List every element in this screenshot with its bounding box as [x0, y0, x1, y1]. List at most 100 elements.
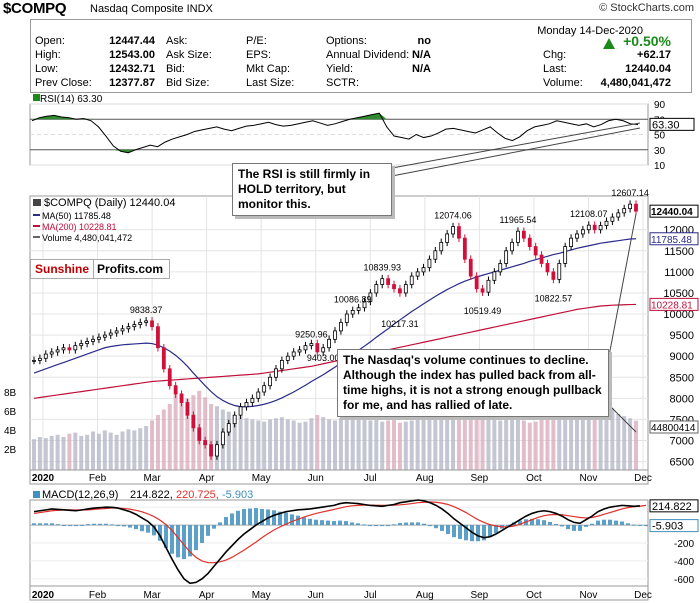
price-annotation-label: 11965.54: [500, 215, 537, 225]
volume-bar: [386, 420, 391, 470]
macd-histogram-bar: [242, 508, 246, 526]
macd-tick-label: -200: [674, 539, 694, 550]
macd-histogram-bar: [632, 524, 636, 526]
macd-histogram-bar: [446, 525, 450, 535]
price-bar-body: [203, 440, 208, 446]
quote-label: SCTR:: [326, 77, 359, 89]
volume-bar: [380, 421, 385, 470]
macd-histogram-bar: [194, 525, 198, 551]
month-axis-label-bottom: Mar: [143, 590, 161, 601]
month-axis-label-bottom: Jul: [364, 590, 377, 601]
month-axis-label-bottom: 2020: [32, 590, 55, 601]
price-bar-body: [185, 402, 190, 416]
volume-bar: [262, 421, 267, 470]
macd-histogram-bar: [38, 523, 42, 526]
month-axis-label-bottom: Dec: [634, 590, 652, 601]
price-bar-body: [67, 347, 72, 351]
macd-histogram-bar: [326, 520, 330, 526]
month-axis-label: Aug: [416, 473, 434, 484]
volume-bar: [634, 420, 638, 470]
macd-histogram-bar: [230, 513, 234, 526]
macd-histogram-bar: [86, 524, 90, 526]
price-bar-body: [521, 230, 526, 239]
price-bar-body: [616, 212, 621, 218]
price-tag: [649, 204, 699, 218]
price-bar-body: [498, 263, 503, 273]
price-bar-body: [279, 359, 284, 370]
price-bar-body: [344, 313, 349, 323]
sunshine-profits-logo: Sunshine Profits.com: [30, 259, 171, 279]
volume-bar: [397, 422, 402, 470]
volume-tick-label: 6B: [4, 407, 17, 418]
price-bar-body: [350, 310, 355, 315]
price-bar-body: [439, 241, 444, 252]
macd-histogram-bar: [488, 525, 492, 538]
price-bar-body: [563, 246, 568, 264]
macd-histogram-bar: [44, 523, 48, 526]
macd-histogram-bar: [608, 519, 612, 526]
month-axis-label: Nov: [580, 473, 598, 484]
month-axis-label: Sep: [470, 473, 488, 484]
volume-bar: [392, 419, 397, 470]
volume-bar: [486, 417, 491, 470]
price-bar-body: [321, 347, 326, 353]
price-bar-body: [333, 330, 337, 340]
rsi-legend-swatch: [33, 94, 40, 101]
volume-pointer-line: [608, 213, 637, 357]
price-bar-body: [256, 391, 261, 399]
price-bar-body: [374, 284, 379, 294]
macd-histogram-bar: [92, 523, 96, 526]
macd-histogram-bar: [170, 525, 174, 554]
price-bar-body: [545, 263, 550, 273]
price-annotation-label: 12607.14: [611, 188, 649, 198]
volume-bar: [126, 429, 131, 470]
macd-histogram-bar: [188, 525, 192, 557]
month-axis-label-bottom: Nov: [580, 590, 598, 601]
month-axis-label: Mar: [143, 473, 161, 484]
price-bar-body: [226, 423, 231, 433]
volume-bar: [150, 420, 155, 470]
macd-histogram-bar: [104, 523, 108, 526]
price-bar-body: [634, 203, 638, 212]
price-bar-body: [132, 324, 137, 328]
volume-bar: [138, 428, 143, 470]
quote-value: no: [417, 35, 431, 47]
volume-bar: [120, 431, 125, 470]
macd-histogram-bar: [476, 525, 480, 542]
price-legend-entry: MA(200) 10228.81: [42, 222, 117, 232]
macd-histogram-bar: [350, 522, 354, 526]
price-bar-body: [604, 220, 609, 226]
price-bar-body: [380, 278, 385, 285]
macd-histogram-bar: [644, 525, 648, 527]
price-bar-body: [598, 225, 603, 231]
logo-part-1: Sunshine: [31, 260, 95, 278]
quote-value: 12432.71: [109, 63, 155, 75]
macd-histogram-bar: [50, 523, 54, 526]
volume-annotation: The Nasdaq's volume continues to decline…: [337, 349, 609, 417]
price-bar-body: [250, 397, 255, 403]
price-bar-body: [327, 338, 331, 349]
price-annotation-label: 12108.07: [570, 209, 608, 219]
macd-histogram-bar: [248, 508, 252, 526]
price-bar-body: [91, 338, 95, 342]
macd-histogram-bar: [134, 525, 138, 530]
volume-bar: [61, 437, 66, 470]
price-annotation-label: 9403.00: [307, 353, 340, 363]
price-annotation-label: 10217.31: [381, 319, 419, 329]
price-bar-body: [215, 444, 219, 457]
volume-bar: [515, 419, 520, 470]
price-bar-body: [197, 427, 202, 441]
volume-bar: [439, 410, 444, 470]
price-bar-body: [527, 237, 532, 247]
volume-bar: [480, 415, 485, 470]
quote-label: High:: [35, 49, 61, 61]
volume-bar: [79, 435, 84, 470]
price-bar-body: [451, 226, 455, 235]
price-bar-body: [85, 341, 90, 344]
quote-value: 12447.44: [109, 35, 155, 47]
price-bar-body: [569, 237, 573, 247]
price-bar-body: [362, 300, 367, 309]
quote-value: +62.17: [637, 49, 671, 61]
macd-histogram-bar: [386, 525, 390, 527]
quote-label: Volume:: [543, 77, 583, 89]
